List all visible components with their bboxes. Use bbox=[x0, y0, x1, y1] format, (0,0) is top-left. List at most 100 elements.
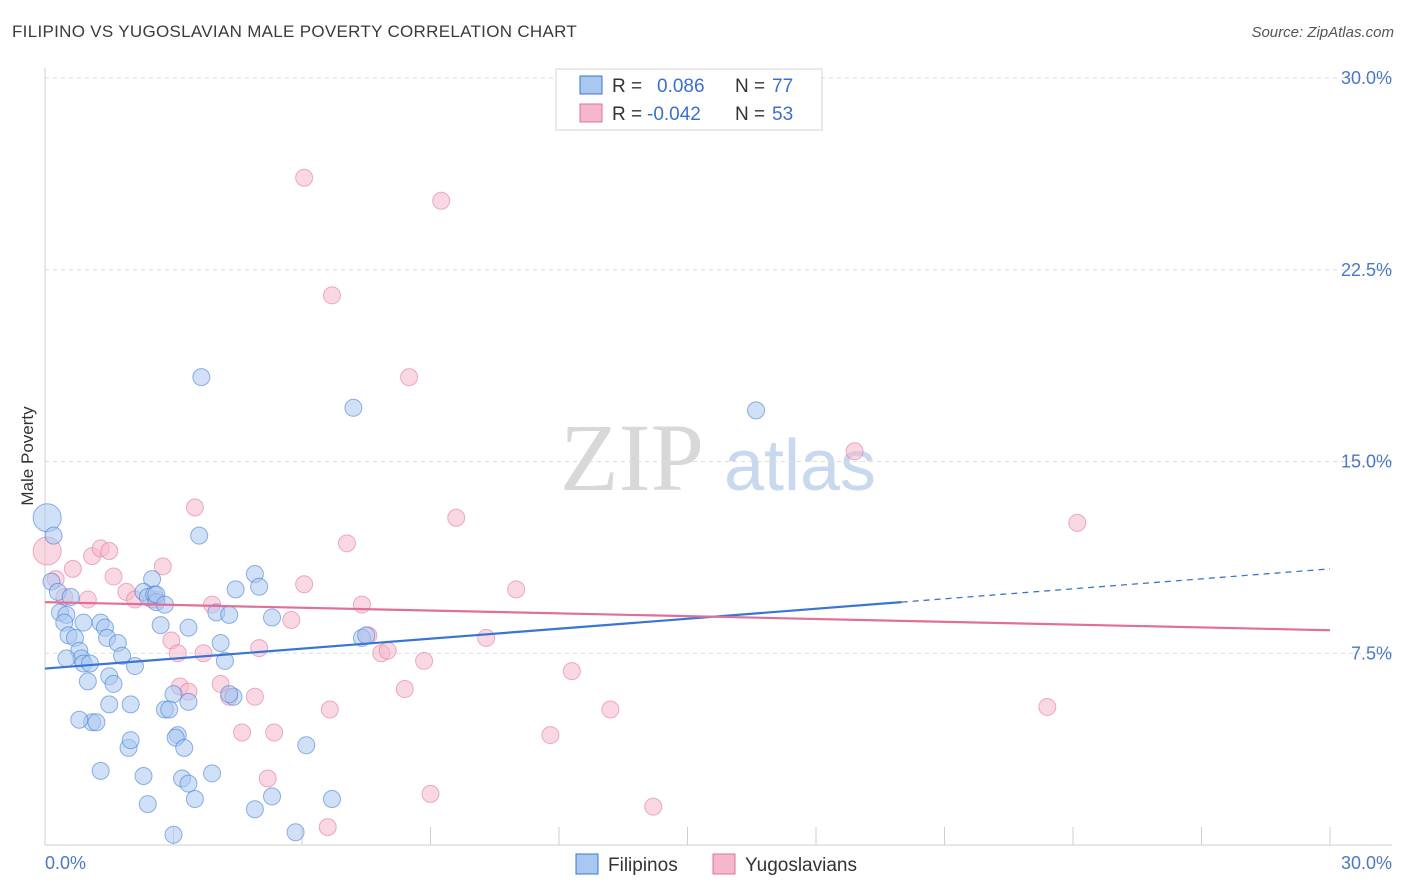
yugoslavian-point bbox=[432, 191, 451, 210]
filipino-point bbox=[344, 398, 363, 417]
filipino-point bbox=[179, 692, 198, 711]
filipino-point bbox=[215, 651, 234, 670]
yugoslavian-point bbox=[395, 680, 414, 699]
trend-lines bbox=[44, 568, 1331, 670]
filipino-point bbox=[286, 823, 305, 842]
filipino-point bbox=[113, 646, 132, 665]
yugoslavian-point bbox=[295, 575, 314, 594]
filipino-point bbox=[185, 789, 204, 808]
yugoslavian-point bbox=[541, 726, 560, 745]
y-tick-label: 22.5% bbox=[1341, 260, 1392, 280]
yugoslavian-point bbox=[421, 784, 440, 803]
x-tick-label: 30.0% bbox=[1341, 853, 1392, 873]
yugoslavian-point bbox=[477, 628, 496, 647]
yugoslavian-point bbox=[337, 534, 356, 553]
source-label: Source: ZipAtlas.com bbox=[1251, 24, 1394, 41]
yugoslavian-point bbox=[845, 442, 864, 461]
filipino-point bbox=[164, 685, 183, 704]
yugoslavian-point bbox=[104, 567, 123, 586]
yugoslavian-point bbox=[562, 662, 581, 681]
filipino-point bbox=[203, 764, 222, 783]
filipino-point bbox=[70, 710, 89, 729]
filipino-point bbox=[57, 649, 76, 668]
yugoslavian-point bbox=[507, 580, 526, 599]
legend-swatch-filipinos bbox=[579, 75, 603, 95]
yugoslavian-point bbox=[400, 368, 419, 387]
filipino-point bbox=[245, 800, 264, 819]
x-tick-label: 0.0% bbox=[45, 853, 86, 873]
filipino-point bbox=[357, 626, 376, 645]
filipino-point bbox=[263, 787, 282, 806]
legend-r-label: R = bbox=[612, 104, 642, 125]
yugoslavian-point bbox=[282, 611, 301, 630]
filipino-point bbox=[297, 736, 316, 755]
legend-r-value: 0.086 bbox=[657, 76, 705, 97]
filipino-point bbox=[250, 577, 269, 596]
filipino-point bbox=[121, 695, 140, 714]
filipino-points bbox=[32, 368, 766, 844]
legend-n-label: N = bbox=[735, 76, 765, 97]
filipino-point bbox=[74, 613, 93, 632]
filipino-trend-extension bbox=[901, 568, 1331, 603]
filipino-point bbox=[175, 738, 194, 757]
yugoslavian-trend-line bbox=[44, 601, 1331, 632]
filipino-point bbox=[138, 795, 157, 814]
filipino-point bbox=[179, 618, 198, 637]
legend-n-value: 77 bbox=[772, 76, 793, 97]
yugoslavian-point bbox=[378, 641, 397, 660]
filipino-point bbox=[220, 605, 239, 624]
yugoslavian-point bbox=[415, 651, 434, 670]
filipino-point bbox=[78, 672, 97, 691]
legend-bottom-swatch-filipinos bbox=[575, 853, 599, 875]
legend-n-label: N = bbox=[735, 104, 765, 125]
filipino-point bbox=[220, 685, 239, 704]
watermark-zip: ZIP bbox=[560, 404, 704, 511]
y-tick-label: 30.0% bbox=[1341, 68, 1392, 88]
filipino-point bbox=[192, 368, 211, 387]
y-tick-label: 15.0% bbox=[1341, 452, 1392, 472]
yugoslavian-point bbox=[185, 498, 204, 517]
legend-bottom-yugoslavians: Yugoslavians bbox=[745, 855, 857, 876]
tick-labels: 7.5% 15.0% 22.5% 30.0% 0.0% 30.0% bbox=[45, 68, 1392, 873]
yugoslavian-point bbox=[1038, 697, 1057, 716]
filipino-point bbox=[100, 695, 119, 714]
filipino-point bbox=[104, 674, 123, 693]
legend-r-value: -0.042 bbox=[647, 104, 701, 125]
yugoslavian-point bbox=[318, 818, 337, 837]
yugoslavian-point bbox=[1068, 513, 1087, 532]
chart-title: FILIPINO VS YUGOSLAVIAN MALE POVERTY COR… bbox=[12, 22, 578, 41]
yugoslavian-point bbox=[320, 700, 339, 719]
yugoslavian-point bbox=[322, 286, 341, 305]
legend-bottom-filipinos: Filipinos bbox=[608, 855, 678, 876]
yugoslavian-point bbox=[644, 797, 663, 816]
filipino-point bbox=[134, 766, 153, 785]
grid bbox=[45, 77, 1392, 654]
filipino-point bbox=[164, 825, 183, 844]
legend-swatch-yugoslavians bbox=[579, 103, 603, 123]
yugoslavian-point bbox=[447, 508, 466, 527]
yugoslavian-point bbox=[245, 687, 264, 706]
legend-top: R = 0.086 N = 77 R = -0.042 N = 53 bbox=[555, 68, 823, 131]
filipino-point bbox=[121, 731, 140, 750]
y-axis-label: Male Poverty bbox=[18, 406, 37, 506]
yugoslavian-point bbox=[63, 559, 82, 578]
filipino-point bbox=[87, 713, 106, 732]
filipino-point bbox=[190, 526, 209, 545]
filipino-point bbox=[80, 654, 99, 673]
filipino-point bbox=[179, 774, 198, 793]
y-tick-label: 7.5% bbox=[1351, 643, 1392, 663]
filipino-point bbox=[160, 700, 179, 719]
filipino-point bbox=[226, 580, 245, 599]
yugoslavian-point bbox=[258, 769, 277, 788]
axes bbox=[44, 68, 1392, 846]
yugoslavian-point bbox=[100, 541, 119, 560]
filipino-point bbox=[91, 761, 110, 780]
yugoslavian-point bbox=[194, 644, 213, 663]
yugoslavian-point bbox=[295, 168, 314, 187]
legend-r-label: R = bbox=[612, 76, 642, 97]
yugoslavian-point bbox=[601, 700, 620, 719]
filipino-point bbox=[61, 588, 80, 607]
legend-n-value: 53 bbox=[772, 104, 793, 125]
watermark-atlas: atlas bbox=[724, 426, 876, 506]
